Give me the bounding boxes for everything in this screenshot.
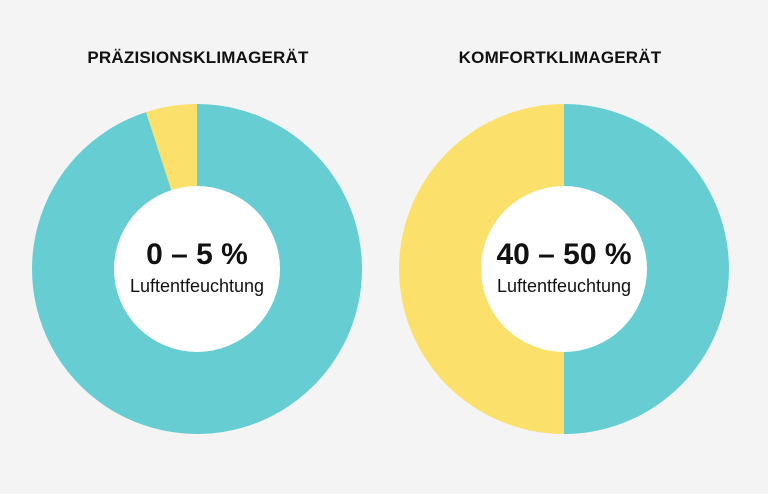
center-label-precision: Luftentfeuchtung <box>130 276 264 296</box>
chart-title-precision: PRÄZISIONSKLIMAGERÄT <box>87 48 309 67</box>
donut-hole-precision <box>114 186 280 352</box>
chart-title-comfort: KOMFORTKLIMAGERÄT <box>458 48 662 67</box>
center-value-comfort: 40 – 50 % <box>496 238 631 271</box>
donut-hole-comfort <box>481 186 647 352</box>
donut-chart-comfort <box>399 104 729 434</box>
donut-chart-precision <box>32 104 363 434</box>
center-label-comfort: Luftentfeuchtung <box>497 276 631 296</box>
center-value-precision: 0 – 5 % <box>146 238 248 271</box>
